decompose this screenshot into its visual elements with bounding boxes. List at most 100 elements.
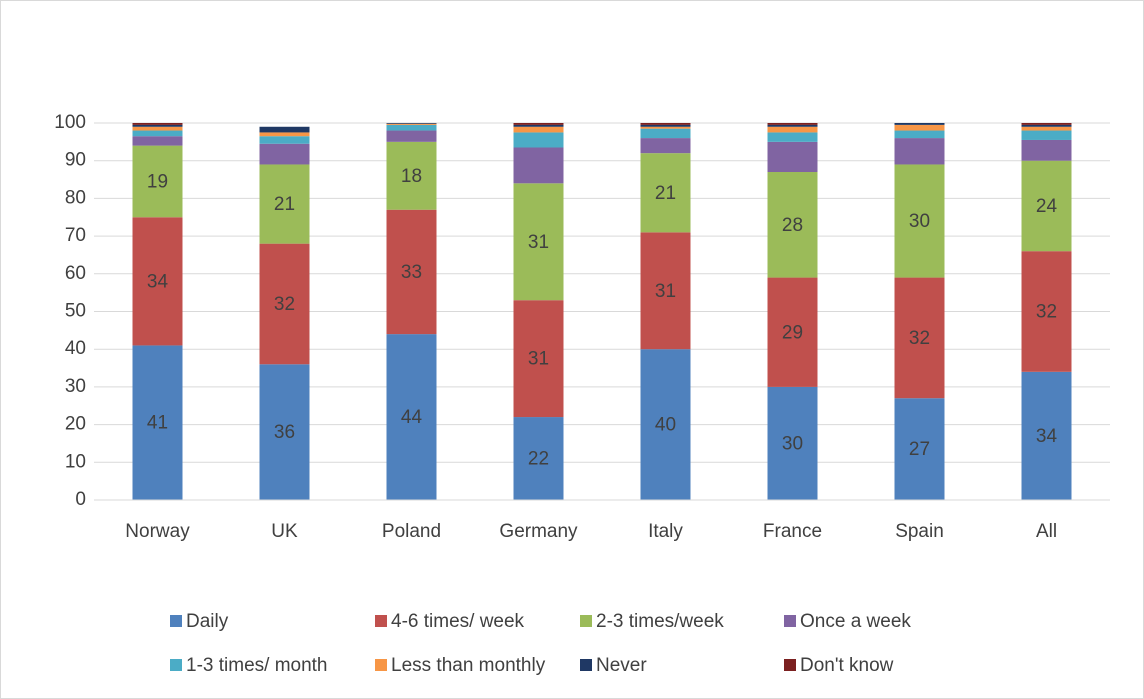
bar-segment bbox=[386, 123, 437, 125]
bar-segment bbox=[894, 130, 945, 139]
legend-label: 1-3 times/ month bbox=[186, 655, 328, 676]
y-tick-label: 0 bbox=[75, 489, 86, 510]
bar-segment bbox=[640, 349, 691, 500]
legend-label: Don't know bbox=[800, 655, 894, 676]
bar-segment bbox=[132, 124, 183, 127]
legend-swatch bbox=[580, 659, 592, 671]
bar-segment bbox=[894, 123, 945, 125]
bar-segment bbox=[640, 123, 691, 125]
bar-segment bbox=[513, 183, 564, 301]
bar-segment bbox=[1021, 371, 1072, 500]
bar-segment bbox=[894, 277, 945, 399]
bar-segment bbox=[894, 124, 945, 131]
bar-segment bbox=[513, 300, 564, 418]
bar-segment bbox=[259, 143, 310, 165]
bar-segment bbox=[1021, 251, 1072, 372]
y-tick-label: 80 bbox=[65, 187, 86, 208]
x-tick-label: Poland bbox=[382, 521, 441, 542]
data-label: 32 bbox=[909, 328, 930, 349]
bar-segment bbox=[894, 138, 945, 165]
legend-swatch bbox=[375, 659, 387, 671]
data-label: 24 bbox=[1036, 196, 1058, 217]
bar-segment bbox=[894, 398, 945, 500]
legend-swatch bbox=[170, 615, 182, 627]
bar-segment bbox=[132, 126, 183, 131]
data-label: 29 bbox=[782, 322, 803, 343]
data-label: 27 bbox=[909, 439, 930, 460]
data-label: 32 bbox=[1036, 302, 1057, 323]
x-tick-label: Italy bbox=[648, 521, 683, 542]
y-tick-label: 20 bbox=[65, 414, 86, 435]
legend-label: Never bbox=[596, 655, 647, 676]
y-tick-label: 100 bbox=[54, 112, 86, 133]
bar-segment bbox=[640, 232, 691, 350]
legend-swatch bbox=[170, 659, 182, 671]
bar-segment bbox=[1021, 126, 1072, 131]
y-tick-label: 10 bbox=[65, 451, 86, 472]
bar-segment bbox=[132, 130, 183, 137]
y-tick-label: 50 bbox=[65, 301, 86, 322]
y-tick-label: 70 bbox=[65, 225, 86, 246]
bar-segment bbox=[513, 132, 564, 148]
bar-segment bbox=[640, 138, 691, 154]
bar-segment bbox=[767, 172, 818, 278]
bar-segment bbox=[386, 123, 437, 124]
data-label: 21 bbox=[274, 194, 295, 215]
bar-segment bbox=[1021, 139, 1072, 161]
bar-segment bbox=[386, 130, 437, 142]
bar-segment bbox=[767, 141, 818, 173]
bar-segment bbox=[767, 277, 818, 387]
data-label: 33 bbox=[401, 262, 422, 283]
legend-swatch bbox=[580, 615, 592, 627]
bar-segment bbox=[513, 126, 564, 133]
data-label: 40 bbox=[655, 415, 676, 436]
y-tick-label: 30 bbox=[65, 376, 86, 397]
data-label: 28 bbox=[782, 215, 803, 236]
bar-segment bbox=[259, 132, 310, 137]
data-label: 34 bbox=[147, 271, 169, 292]
bar-segment bbox=[767, 126, 818, 133]
bar-segment bbox=[767, 386, 818, 500]
bar-segment bbox=[1021, 130, 1072, 140]
data-label: 41 bbox=[147, 413, 168, 434]
bar-segment bbox=[513, 124, 564, 127]
bar-segment bbox=[132, 145, 183, 218]
bar-segment bbox=[132, 123, 183, 125]
x-tick-label: Spain bbox=[895, 521, 944, 542]
bar-segment bbox=[259, 136, 310, 144]
bar-segment bbox=[132, 217, 183, 346]
bar-segment bbox=[513, 123, 564, 125]
data-label: 22 bbox=[528, 449, 549, 470]
x-tick-label: France bbox=[763, 521, 822, 542]
data-label: 30 bbox=[909, 211, 930, 232]
bar-segment bbox=[767, 123, 818, 125]
y-tick-label: 90 bbox=[65, 150, 86, 171]
bar-segment bbox=[132, 345, 183, 500]
x-tick-label: UK bbox=[271, 521, 298, 542]
data-label: 31 bbox=[655, 281, 676, 302]
y-tick-label: 60 bbox=[65, 263, 86, 284]
data-label: 21 bbox=[655, 183, 676, 204]
data-label: 32 bbox=[274, 294, 295, 315]
bar-segment bbox=[386, 141, 437, 210]
x-tick-label: Germany bbox=[499, 521, 578, 542]
bar-segment bbox=[767, 124, 818, 127]
bar-segment bbox=[259, 243, 310, 365]
legend-label: Once a week bbox=[800, 611, 911, 632]
bar-segment bbox=[386, 124, 437, 131]
legend-label: 2-3 times/week bbox=[596, 611, 724, 632]
bar-segment bbox=[132, 136, 183, 146]
bar-segment bbox=[386, 334, 437, 500]
bar-segment bbox=[640, 126, 691, 129]
y-tick-label: 40 bbox=[65, 338, 86, 359]
x-tick-label: All bbox=[1036, 521, 1057, 542]
legend-label: 4-6 times/ week bbox=[391, 611, 525, 632]
data-label: 31 bbox=[528, 349, 549, 370]
data-label: 19 bbox=[147, 171, 168, 192]
bar-segment bbox=[640, 153, 691, 233]
data-label: 18 bbox=[401, 166, 422, 187]
bar-segment bbox=[1021, 124, 1072, 127]
bar-segment bbox=[1021, 160, 1072, 252]
bar-segment bbox=[1021, 123, 1072, 125]
